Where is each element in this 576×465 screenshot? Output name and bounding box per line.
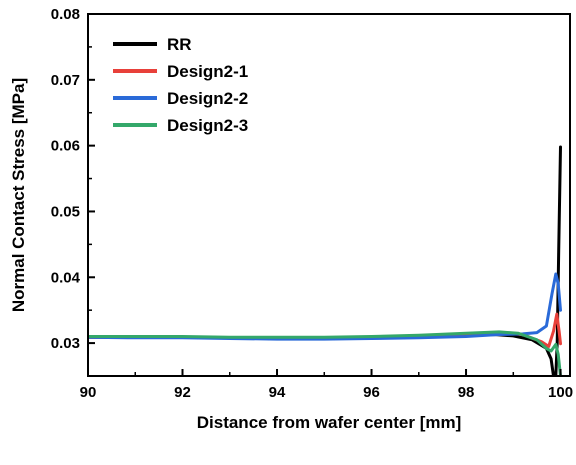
x-axis-ticks: 90 92 94 96 98 100	[80, 369, 573, 401]
y-tick-label: 0.04	[51, 269, 81, 286]
x-axis-title: Distance from wafer center [mm]	[197, 413, 462, 432]
legend-label: Design2-1	[167, 62, 248, 81]
y-tick-label: 0.06	[51, 138, 80, 155]
series-layer	[88, 145, 562, 376]
y-tick-label: 0.05	[51, 203, 80, 220]
x-tick-label: 100	[548, 384, 573, 401]
series-line-design2-3	[88, 330, 562, 376]
legend-label: RR	[167, 35, 192, 54]
y-axis-title: Normal Contact Stress [MPa]	[9, 78, 28, 312]
legend-label: Design2-3	[167, 116, 248, 135]
x-tick-label: 96	[363, 384, 380, 401]
y-tick-label: 0.08	[51, 6, 80, 23]
y-tick-label: 0.03	[51, 335, 80, 352]
y-tick-label: 0.07	[51, 72, 80, 89]
x-tick-label: 98	[458, 384, 475, 401]
legend: RR Design2-1 Design2-2 Design2-3	[113, 35, 248, 135]
x-tick-label: 90	[80, 384, 97, 401]
plot-frame	[87, 13, 571, 377]
legend-label: Design2-2	[167, 89, 248, 108]
y-axis-ticks: 0.03 0.04 0.05 0.06 0.07 0.08	[51, 6, 95, 377]
x-tick-label: 92	[174, 384, 191, 401]
x-tick-label: 94	[269, 384, 286, 401]
